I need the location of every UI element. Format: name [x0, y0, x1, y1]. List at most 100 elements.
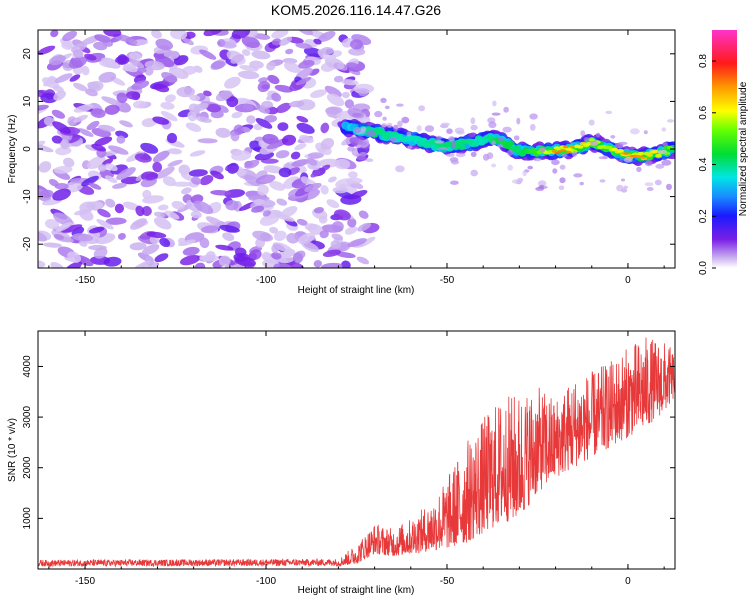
noise-blob [296, 218, 308, 226]
noise-blob [125, 91, 141, 100]
noise-blob [185, 122, 202, 132]
noise-blob [273, 230, 287, 241]
x-tick-label: -100 [256, 275, 276, 286]
noise-blob [55, 146, 72, 156]
noise-blob [320, 164, 331, 172]
x-tick-label: 0 [625, 576, 631, 587]
noise-blob [286, 233, 299, 244]
noise-blob [134, 153, 152, 163]
side-blob [530, 123, 536, 131]
noise-blob [141, 244, 160, 256]
noise-blob [255, 174, 276, 185]
side-blob [358, 90, 368, 97]
noise-blob [161, 72, 178, 83]
x-tick-label: -50 [440, 275, 455, 286]
noise-blob [53, 234, 65, 240]
noise-blob [91, 143, 106, 152]
noise-blob [141, 118, 157, 128]
side-blob [386, 122, 393, 128]
noise-blob [44, 219, 60, 230]
noise-blob [38, 144, 54, 153]
noise-blob [356, 256, 370, 265]
noise-blob [246, 115, 256, 124]
side-blob [507, 164, 513, 171]
side-blob [590, 140, 599, 147]
noise-blob [53, 90, 66, 101]
side-blob [610, 135, 616, 139]
ridge-blob [563, 145, 569, 149]
side-blob [450, 160, 460, 165]
ridge-blob [568, 145, 575, 148]
ridge-blob [472, 141, 480, 147]
side-blob [583, 137, 590, 142]
x-tick-label: -50 [440, 576, 455, 587]
spectrogram-y-ticks: -20 -10 0 10 20 [22, 48, 675, 251]
noise-blob [320, 137, 335, 150]
noise-blob [244, 174, 261, 187]
side-blob [448, 135, 455, 142]
noise-blob [320, 122, 330, 134]
noise-blob [72, 49, 84, 58]
x-tick-label: -150 [75, 275, 95, 286]
side-blob [573, 173, 583, 178]
ridge-blob [454, 140, 463, 146]
noise-blob [313, 207, 324, 214]
side-blob [655, 163, 665, 169]
noise-blob [38, 104, 49, 112]
noise-blob [234, 256, 256, 267]
noise-blob [135, 205, 145, 217]
spectrogram-x-label: Height of straight line (km) [298, 285, 415, 296]
noise-blob [180, 172, 193, 181]
noise-blob [51, 109, 66, 119]
noise-blob [271, 92, 282, 102]
noise-blob [38, 161, 52, 173]
side-blob [623, 157, 633, 163]
noise-blob [298, 232, 316, 245]
noise-blob [79, 209, 94, 221]
y-tick-label: 0 [22, 146, 33, 152]
spectrogram-x-ticks: -150 -100 -50 0 [48, 30, 665, 286]
noise-blob [54, 182, 69, 190]
side-blob [397, 120, 403, 128]
side-blob [446, 128, 453, 134]
side-blob [424, 125, 435, 133]
noise-blob [210, 170, 224, 180]
noise-blob [157, 204, 169, 211]
noise-blob [99, 60, 120, 69]
side-blob [374, 110, 383, 118]
noise-blob [130, 59, 145, 69]
noise-blob [63, 157, 75, 168]
ridge-blob [554, 151, 560, 155]
ridge-blob [652, 149, 659, 154]
noise-blob [128, 39, 138, 46]
snr-panel: -150 -100 -50 0 1000 2000 3000 4000 Height of … [7, 330, 676, 596]
side-blob [359, 152, 368, 157]
noise-blob [340, 79, 359, 86]
noise-blob [79, 201, 96, 212]
noise-blob [93, 41, 108, 51]
ridge-blob [623, 152, 630, 155]
noise-blob [163, 50, 180, 59]
noise-blob [251, 50, 271, 60]
noise-blob [233, 124, 244, 136]
noise-blob [262, 251, 271, 260]
noise-blob [181, 37, 194, 46]
noise-blob [295, 76, 312, 86]
snr-x-ticks: -150 -100 -50 0 [48, 331, 665, 587]
noise-blob [205, 251, 216, 261]
noise-blob [189, 150, 206, 157]
noise-blob [347, 238, 367, 248]
noise-blob [300, 176, 311, 184]
noise-blob [97, 208, 111, 218]
noise-blob [210, 60, 226, 70]
noise-blob [51, 135, 63, 144]
noise-blob [38, 231, 47, 242]
noise-blob [140, 177, 157, 188]
side-blob [533, 157, 542, 162]
side-blob [470, 151, 477, 157]
noise-blob [283, 62, 302, 73]
noise-blob [298, 30, 314, 36]
side-blob [341, 91, 350, 99]
noise-blob [313, 260, 322, 268]
